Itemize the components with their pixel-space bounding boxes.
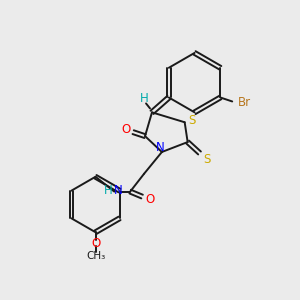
Text: N: N: [155, 140, 164, 154]
Text: H: H: [140, 92, 148, 105]
Text: CH₃: CH₃: [86, 251, 105, 261]
Text: H: H: [103, 184, 112, 197]
Text: O: O: [146, 193, 154, 206]
Text: Br: Br: [238, 96, 251, 109]
Text: O: O: [91, 237, 100, 250]
Text: S: S: [203, 153, 210, 167]
Text: S: S: [188, 114, 195, 127]
Text: O: O: [122, 123, 131, 136]
Text: N: N: [114, 184, 123, 197]
